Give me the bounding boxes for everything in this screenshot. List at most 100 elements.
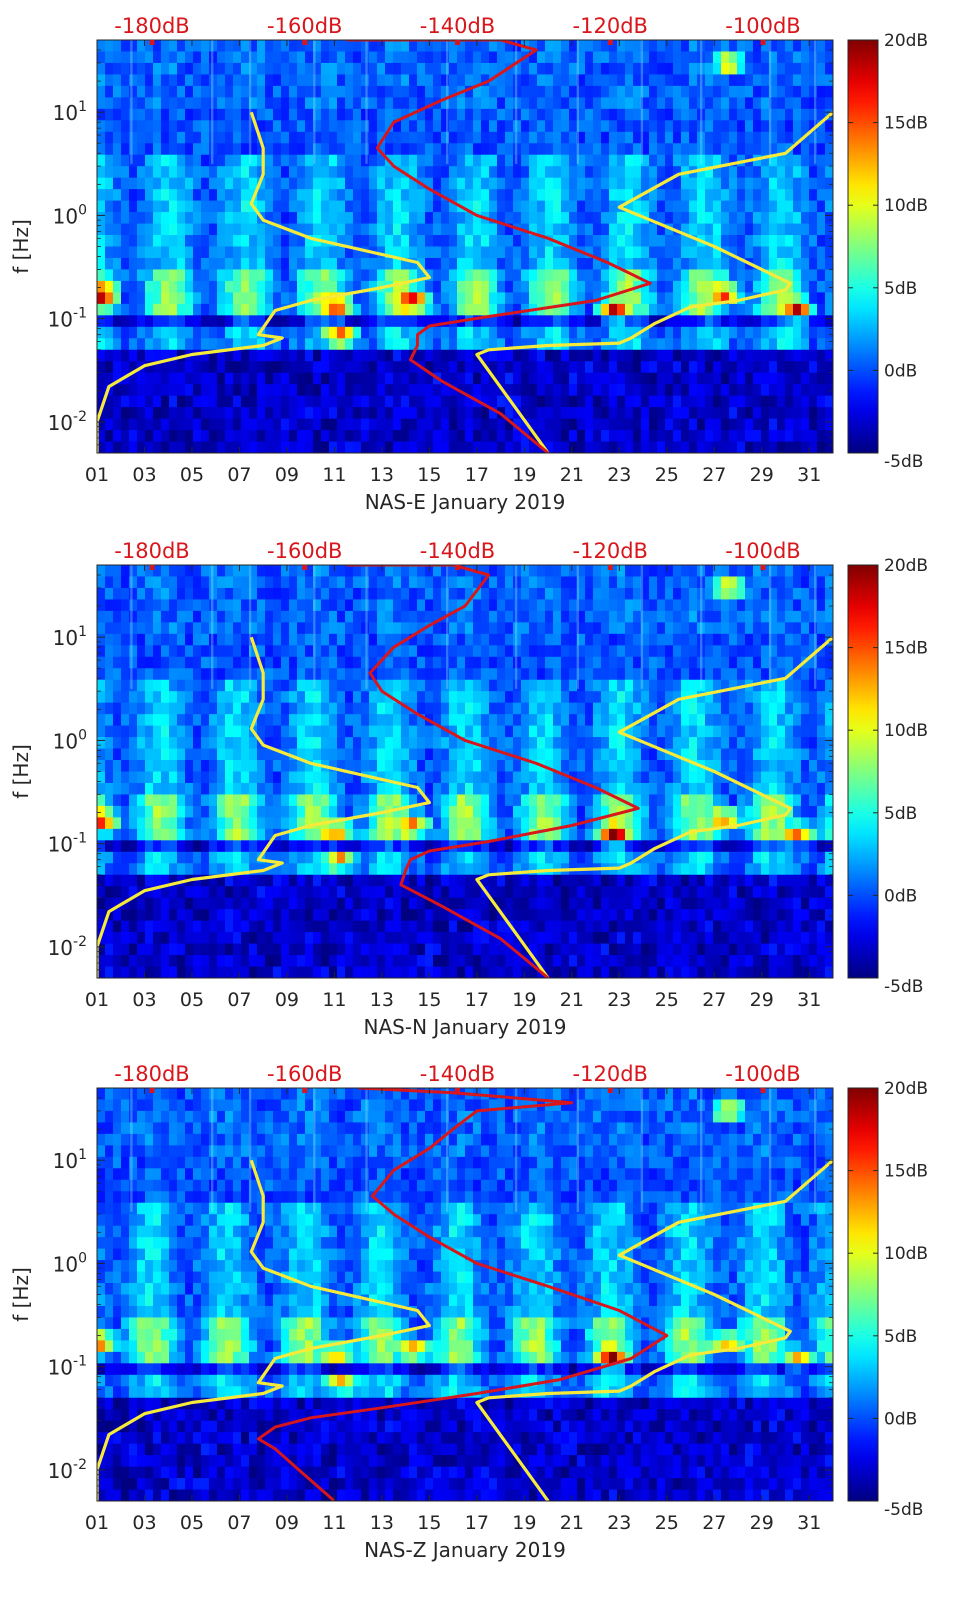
- heatmap-cell: [729, 201, 738, 213]
- heatmap-cell: [745, 201, 754, 213]
- heatmap-cell: [297, 166, 306, 178]
- heatmap-cell: [297, 703, 306, 715]
- heatmap-cell: [385, 599, 394, 611]
- heatmap-cell: [369, 292, 378, 304]
- heatmap-cell: [129, 304, 138, 316]
- heatmap-cell: [625, 74, 634, 86]
- heatmap-cell: [249, 315, 258, 327]
- heatmap-cell: [169, 703, 178, 715]
- heatmap-cell: [697, 430, 706, 442]
- heatmap-cell: [193, 178, 202, 190]
- heatmap-cell: [793, 201, 802, 213]
- heatmap-cell: [377, 120, 386, 132]
- heatmap-cell: [425, 304, 434, 316]
- heatmap-cell: [209, 212, 218, 224]
- heatmap-cell: [145, 611, 154, 623]
- heatmap-cell: [481, 155, 490, 167]
- heatmap-cell: [273, 407, 282, 419]
- top-db-tick: [761, 40, 766, 45]
- heatmap-cell: [161, 304, 170, 316]
- heatmap-cell: [425, 258, 434, 270]
- heatmap-cell: [145, 955, 154, 967]
- heatmap-cell: [161, 749, 170, 761]
- heatmap-cell: [185, 396, 194, 408]
- heatmap-cell: [257, 886, 266, 898]
- heatmap-cell: [737, 338, 746, 350]
- heatmap-cell: [585, 40, 594, 52]
- heatmap-cell: [241, 909, 250, 921]
- heatmap-cell: [785, 396, 794, 408]
- heatmap-cell: [449, 120, 458, 132]
- heatmap-cell: [193, 51, 202, 63]
- heatmap-cell: [713, 430, 722, 442]
- heatmap-cell: [185, 155, 194, 167]
- heatmap-cell: [545, 361, 554, 373]
- heatmap-cell: [201, 944, 210, 956]
- heatmap-cell: [425, 772, 434, 784]
- heatmap-cell: [777, 120, 786, 132]
- heatmap-cell: [393, 737, 402, 749]
- heatmap-cell: [401, 338, 410, 350]
- heatmap-cell: [417, 565, 426, 577]
- heatmap-cell: [625, 384, 634, 396]
- heatmap-cell: [217, 40, 226, 52]
- heatmap-cell: [473, 51, 482, 63]
- heatmap-cell: [457, 132, 466, 144]
- heatmap-cell: [713, 281, 722, 293]
- heatmap-cell: [201, 726, 210, 738]
- heatmap-cell: [209, 714, 218, 726]
- heatmap-cell: [177, 338, 186, 350]
- heatmap-cell: [361, 921, 370, 933]
- heatmap-cell: [689, 40, 698, 52]
- heatmap-cell: [601, 143, 610, 155]
- heatmap-cell: [393, 944, 402, 956]
- heatmap-cell: [305, 840, 314, 852]
- heatmap-cell: [345, 109, 354, 121]
- heatmap-cell: [337, 691, 346, 703]
- heatmap-cell: [177, 967, 186, 979]
- heatmap-cell: [721, 51, 730, 63]
- heatmap-cell: [809, 201, 818, 213]
- heatmap-cell: [289, 783, 298, 795]
- heatmap-cell: [121, 576, 130, 588]
- heatmap-cell: [617, 224, 626, 236]
- heatmap-cell: [425, 132, 434, 144]
- heatmap-cell: [649, 132, 658, 144]
- heatmap-cell: [577, 407, 586, 419]
- heatmap-cell: [305, 338, 314, 350]
- heatmap-cell: [705, 189, 714, 201]
- heatmap-cell: [353, 634, 362, 646]
- heatmap-cell: [553, 143, 562, 155]
- heatmap-cell: [793, 63, 802, 75]
- heatmap-cell: [217, 657, 226, 669]
- heatmap-cell: [593, 350, 602, 362]
- heatmap-cell: [681, 419, 690, 431]
- heatmap-cell: [641, 442, 650, 454]
- heatmap-cell: [617, 212, 626, 224]
- heatmap-cell: [145, 384, 154, 396]
- heatmap-cell: [305, 155, 314, 167]
- heatmap-cell: [241, 680, 250, 692]
- heatmap-cell: [121, 852, 130, 864]
- heatmap-cell: [577, 178, 586, 190]
- heatmap-cell: [113, 407, 122, 419]
- heatmap-cell: [489, 40, 498, 52]
- heatmap-cell: [385, 40, 394, 52]
- heatmap-cell: [353, 384, 362, 396]
- heatmap-cell: [369, 258, 378, 270]
- heatmap-cell: [425, 384, 434, 396]
- heatmap-cell: [113, 327, 122, 339]
- heatmap-cell: [177, 817, 186, 829]
- heatmap-cell: [105, 63, 114, 75]
- heatmap-cell: [169, 599, 178, 611]
- heatmap-cell: [481, 247, 490, 259]
- heatmap-cell: [305, 657, 314, 669]
- heatmap-cell: [577, 189, 586, 201]
- heatmap-cell: [817, 74, 826, 86]
- heatmap-cell: [297, 120, 306, 132]
- heatmap-cell: [265, 657, 274, 669]
- heatmap-cell: [137, 829, 146, 841]
- heatmap-cell: [417, 51, 426, 63]
- heatmap-cell: [241, 396, 250, 408]
- heatmap-cell: [225, 645, 234, 657]
